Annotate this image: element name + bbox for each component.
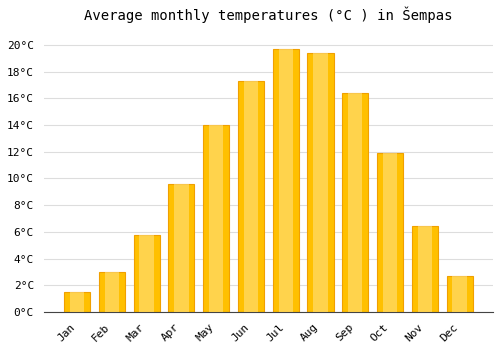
Bar — [348, 93, 362, 312]
Bar — [174, 184, 188, 312]
Bar — [377, 153, 403, 312]
Bar — [203, 125, 229, 312]
Bar — [244, 81, 258, 312]
Bar — [99, 272, 125, 312]
Bar — [209, 125, 224, 312]
Bar — [238, 81, 264, 312]
Bar — [446, 276, 472, 312]
Title: Average monthly temperatures (°C ) in Šempas: Average monthly temperatures (°C ) in Še… — [84, 7, 452, 23]
Bar — [278, 49, 293, 312]
Bar — [452, 276, 467, 312]
Bar — [412, 226, 438, 312]
Bar — [134, 234, 160, 312]
Bar — [383, 153, 397, 312]
Bar — [140, 234, 154, 312]
Bar — [64, 292, 90, 312]
Bar — [168, 184, 194, 312]
Bar — [314, 53, 328, 312]
Bar — [70, 292, 84, 312]
Bar — [308, 53, 334, 312]
Bar — [272, 49, 299, 312]
Bar — [418, 226, 432, 312]
Bar — [104, 272, 119, 312]
Bar — [342, 93, 368, 312]
